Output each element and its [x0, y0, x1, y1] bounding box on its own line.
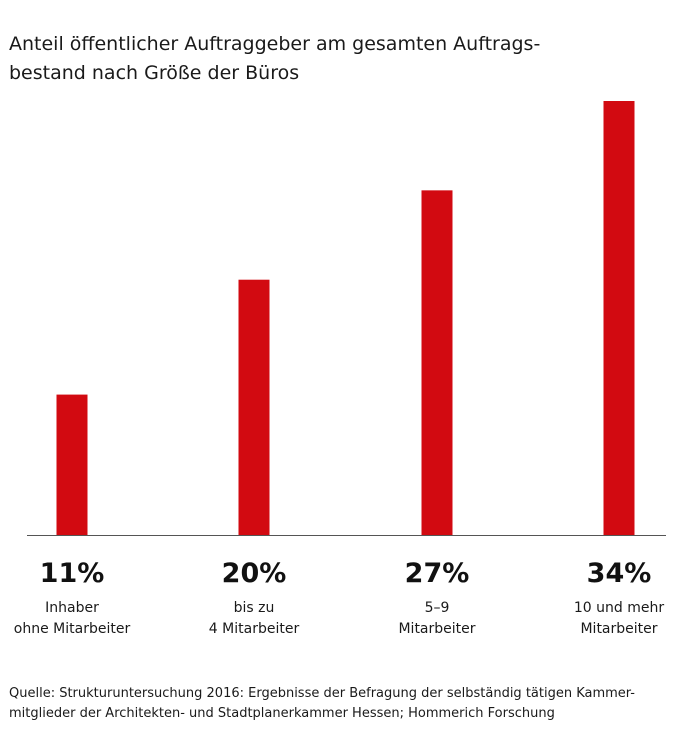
category-label-1: Inhaber ohne Mitarbeiter	[0, 598, 157, 640]
category-label-3-line-1: 5–9	[424, 600, 450, 616]
category-label-2: bis zu 4 Mitarbeiter	[169, 598, 339, 640]
bar-2	[238, 279, 270, 535]
bar-3	[421, 190, 453, 535]
bar-4	[603, 101, 635, 535]
value-label-3: 27%	[404, 558, 470, 589]
source-line-2: mitglieder der Architekten- und Stadtpla…	[9, 706, 555, 721]
category-label-4-line-1: 10 und mehr	[573, 600, 665, 616]
value-label-2: 20%	[221, 558, 287, 589]
category-label-3-line-2: Mitarbeiter	[398, 621, 476, 637]
bar-chart	[27, 101, 666, 536]
value-label-4: 34%	[586, 558, 652, 589]
category-label-2-line-1: bis zu	[233, 600, 275, 616]
category-label-4-line-2: Mitarbeiter	[580, 621, 658, 637]
source-line-1: Quelle: Strukturuntersuchung 2016: Ergeb…	[9, 686, 635, 701]
category-label-2-line-2: 4 Mitarbeiter	[208, 621, 300, 637]
bar-1	[56, 394, 88, 535]
source-note: Quelle: Strukturuntersuchung 2016: Ergeb…	[9, 684, 685, 724]
category-label-1-line-2: ohne Mitarbeiter	[13, 621, 131, 637]
category-label-3: 5–9 Mitarbeiter	[352, 598, 522, 640]
chart-title-line-2: bestand nach Größe der Büros	[9, 62, 300, 84]
chart-title: Anteil öffentlicher Auftraggeber am gesa…	[9, 30, 679, 88]
value-label-1: 11%	[39, 558, 105, 589]
category-label-4: 10 und mehr Mitarbeiter	[534, 598, 690, 640]
chart-title-line-1: Anteil öffentlicher Auftraggeber am gesa…	[9, 33, 541, 55]
category-label-1-line-1: Inhaber	[45, 600, 99, 616]
